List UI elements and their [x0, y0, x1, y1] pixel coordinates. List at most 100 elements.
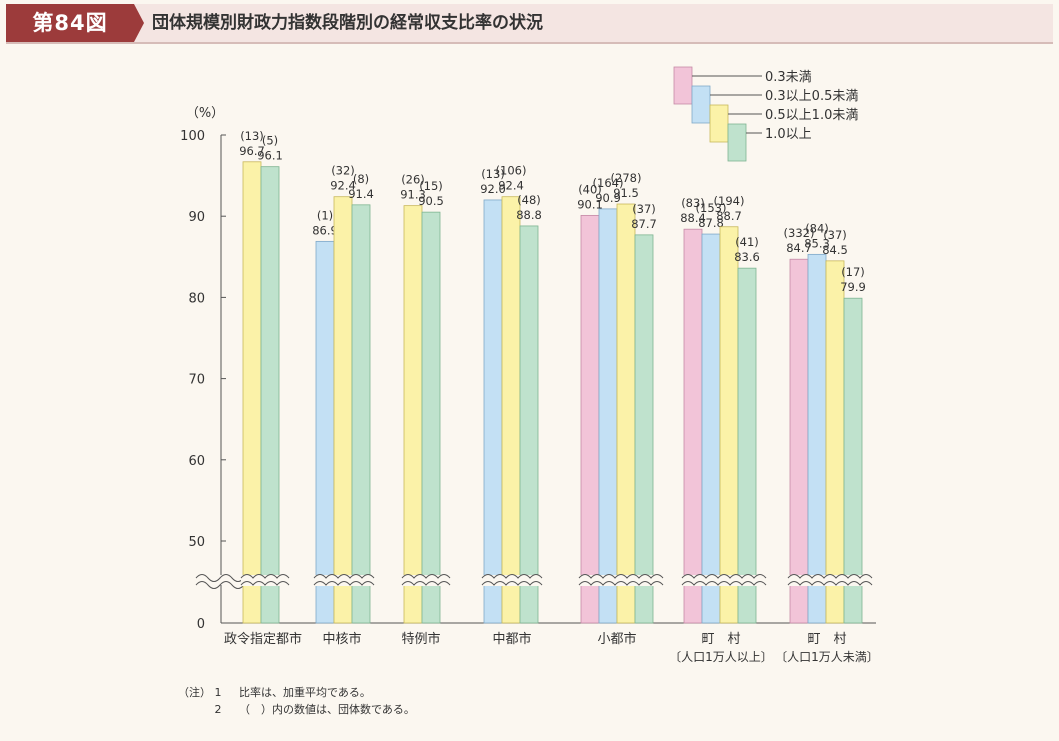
- axis-break-mark: [195, 581, 245, 589]
- axis-break-mark: [195, 574, 245, 582]
- legend-swatch: [673, 66, 693, 105]
- chart-area: （%） 100 90 80 70 60 50 0 (13) 96.7 (5) 96.1 政令指定都市 (1…: [0, 44, 1059, 664]
- bar-value-label: 85.3: [804, 236, 830, 250]
- bar-count-label: (84): [805, 221, 829, 235]
- bar-value-label: 88.4: [680, 211, 706, 225]
- note-text: （ ）内の数値は、団体数である。: [239, 703, 415, 716]
- bar-value-label: 92.4: [330, 179, 356, 193]
- bar-count-label: (106): [496, 164, 527, 178]
- bar: [483, 199, 503, 624]
- bar-break-gap: [482, 575, 540, 586]
- bar-count-label: (32): [331, 164, 355, 178]
- legend-label: 0.3以上0.5未満: [765, 89, 858, 104]
- bar-break-mark: [240, 574, 290, 579]
- x-tick-sublabel: 〔人口1万人未満〕: [775, 650, 879, 664]
- bar-count-label: (13): [240, 129, 264, 143]
- bar-value-label: 91.4: [348, 187, 374, 201]
- bar-break-mark: [681, 581, 767, 586]
- x-tick-label: 中核市: [322, 631, 361, 647]
- y-tick-label: 100: [180, 129, 205, 144]
- bar-value-label: 96.7: [239, 144, 265, 158]
- bar-count-label: (37): [823, 228, 847, 242]
- figure-header: 第84図 団体規模別財政力指数段階別の経常収支比率の状況: [6, 4, 1053, 44]
- figure-number: 第84図: [6, 4, 144, 42]
- bar-value-label: 88.8: [516, 208, 542, 222]
- bar-count-label: (15): [419, 179, 443, 193]
- bar-break-gap: [579, 575, 655, 586]
- note-prefix: （注）: [178, 686, 211, 699]
- bar: [616, 203, 636, 624]
- bar: [260, 166, 280, 624]
- x-tick-label: 政令指定都市: [224, 631, 302, 647]
- bar-value-label: 90.9: [595, 191, 621, 205]
- x-tick-label: 中都市: [492, 631, 531, 647]
- bar-count-label: (48): [517, 193, 541, 207]
- legend-swatch: [727, 123, 747, 162]
- legend-label: 0.5以上1.0未満: [765, 108, 858, 123]
- bar: [737, 267, 757, 624]
- bar-break-mark: [481, 581, 543, 586]
- legend-label: 0.3未満: [765, 70, 812, 85]
- bar-value-label: 84.7: [786, 241, 812, 255]
- bar-count-label: (13): [481, 167, 505, 181]
- bar-value-label: 92.4: [498, 179, 524, 193]
- bar-break-mark: [787, 581, 873, 586]
- bar-break-mark: [681, 574, 767, 579]
- bar: [580, 214, 600, 624]
- bar-value-label: 86.9: [312, 223, 338, 237]
- bar: [701, 233, 721, 624]
- bar-value-label: 90.1: [577, 197, 603, 211]
- bar-value-label: 91.3: [400, 188, 426, 202]
- legend-swatch: [709, 104, 729, 143]
- bar-count-label: (278): [611, 171, 642, 185]
- note-row-2: 2 （ ）内の数値は、団体数である。: [178, 701, 415, 718]
- bar-count-label: (40): [578, 182, 602, 196]
- bar: [598, 208, 618, 624]
- legend-swatch: [691, 85, 711, 124]
- bar-break-gap: [788, 575, 864, 586]
- x-tick-sublabel: 〔人口1万人以上〕: [669, 650, 773, 664]
- bar-value-label: 88.7: [716, 209, 742, 223]
- bar-value-label: 91.5: [613, 186, 639, 200]
- bar: [333, 196, 353, 624]
- x-tick-label: 小都市: [597, 631, 636, 647]
- bar-value-label: 79.9: [840, 280, 866, 294]
- bar-value-label: 92.0: [480, 182, 506, 196]
- y-tick-label: 60: [188, 454, 205, 469]
- bar: [789, 258, 809, 624]
- y-tick-label: 80: [188, 291, 205, 306]
- x-tick-label: 特例市: [401, 631, 440, 647]
- bar-count-label: (332): [784, 226, 815, 240]
- y-axis-label: （%）: [186, 106, 224, 121]
- y-tick-label: 90: [188, 210, 205, 225]
- bar: [519, 225, 539, 624]
- bar: [403, 205, 423, 624]
- bar: [843, 297, 863, 624]
- bar: [683, 228, 703, 624]
- bar-count-label: (153): [696, 201, 727, 215]
- bar-break-mark: [481, 574, 543, 579]
- bar-break-mark: [313, 574, 375, 579]
- bar-break-mark: [787, 574, 873, 579]
- legend-label: 1.0以上: [765, 127, 812, 142]
- bar: [807, 253, 827, 624]
- bar-value-label: 90.5: [418, 194, 444, 208]
- bar: [421, 211, 441, 624]
- bar-chart: （%）10090807060500(13)96.7(5)96.1政令指定都市(1…: [180, 66, 879, 664]
- bar: [634, 234, 654, 624]
- bar-break-mark: [401, 574, 451, 579]
- bar-break-mark: [240, 581, 290, 586]
- bar-count-label: (5): [262, 134, 278, 148]
- bar: [315, 240, 335, 624]
- note-number: 1: [214, 686, 222, 699]
- bar-count-label: (17): [841, 265, 865, 279]
- bar-count-label: (26): [401, 173, 425, 187]
- bar: [825, 260, 845, 624]
- note-row-1: （注） 1 比率は、加重平均である。: [178, 684, 415, 701]
- bar-value-label: 87.8: [698, 216, 724, 230]
- bar-value-label: 84.5: [822, 243, 848, 257]
- bar-break-gap: [682, 575, 758, 586]
- bar-break-mark: [578, 581, 664, 586]
- y-tick-label: 70: [188, 373, 205, 388]
- bar-value-label: 96.1: [257, 149, 283, 163]
